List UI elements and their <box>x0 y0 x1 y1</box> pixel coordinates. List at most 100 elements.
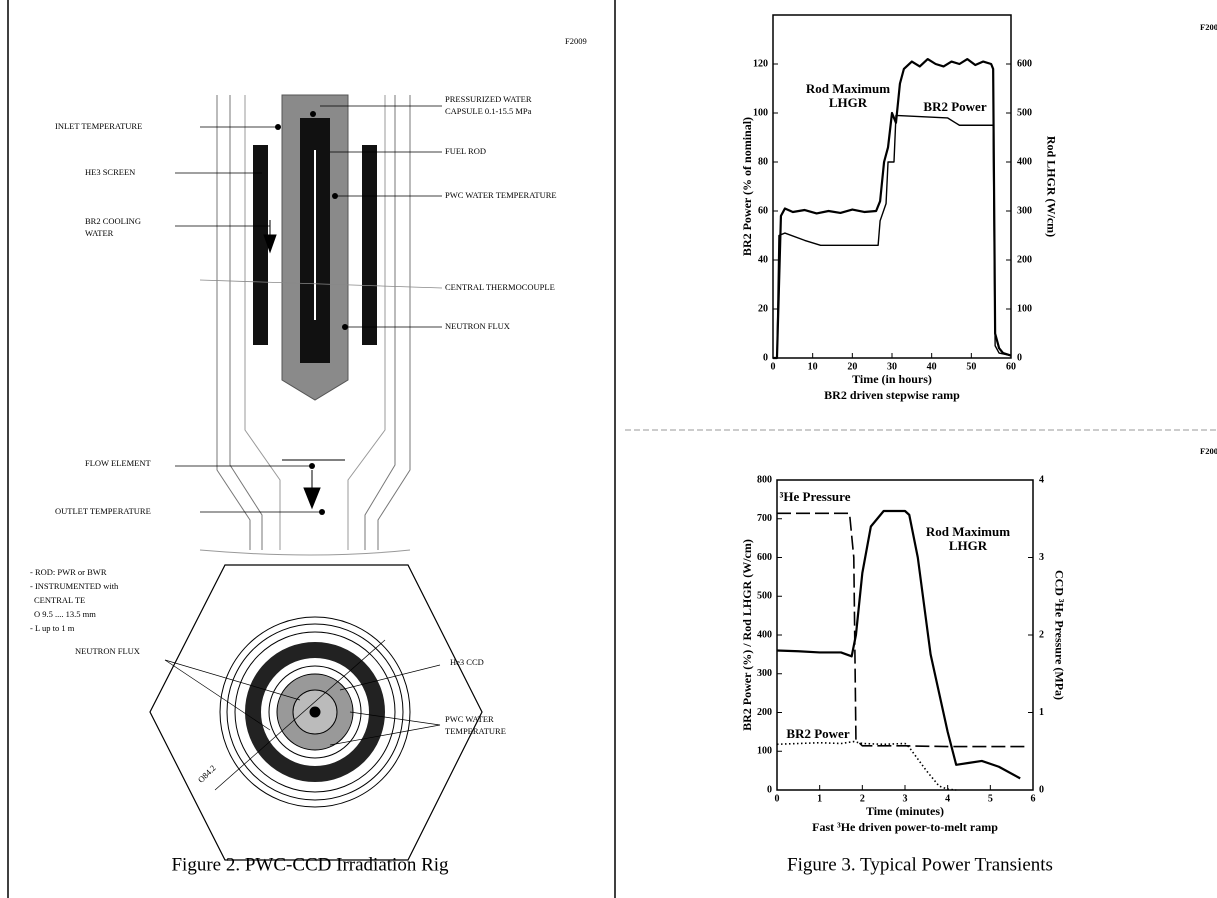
series-label: Rod Maximum LHGR <box>805 81 891 110</box>
y-tick-label: 100 <box>753 107 768 118</box>
note: - L up to 1 m <box>30 623 75 633</box>
y2-tick-label: 600 <box>1017 58 1032 69</box>
label: INLET TEMPERATURE <box>55 121 142 131</box>
y2-tick-label: 4 <box>1039 474 1044 485</box>
sensor-dots <box>275 111 348 515</box>
y2-tick-label: 2 <box>1039 629 1044 640</box>
x-tick-label: 1 <box>817 793 822 804</box>
x-tick-label: 2 <box>860 793 865 804</box>
caption: Figure 2. PWC-CCD Irradiation Rig <box>171 854 449 875</box>
flow-arrow <box>263 220 277 254</box>
section-label: O84.2 <box>196 763 218 785</box>
label: PWC WATER TEMPERATURE <box>445 190 557 200</box>
x-tick-label: 6 <box>1031 793 1036 804</box>
y-tick-label: 0 <box>767 784 772 795</box>
y2-tick-label: 1 <box>1039 707 1044 718</box>
flow-element <box>282 459 345 510</box>
label: PRESSURIZED WATER <box>445 94 532 104</box>
note: O 9.5 .... 13.5 mm <box>34 609 96 619</box>
x-tick-label: 4 <box>945 793 950 804</box>
y-tick-label: 0 <box>763 352 768 363</box>
y2-tick-label: 0 <box>1039 784 1044 795</box>
break-line <box>199 549 411 556</box>
y2-tick-label: 3 <box>1039 552 1044 563</box>
y-tick-label: 200 <box>757 707 772 718</box>
section-rings <box>219 616 411 808</box>
y-tick-label: 100 <box>757 746 772 757</box>
figure-id: F2009 <box>565 36 587 46</box>
leaders <box>175 105 443 513</box>
y-tick-label: 80 <box>758 156 768 167</box>
y2-axis-label: CCD ³He Pressure (MPa) <box>1052 570 1066 700</box>
x-tick-label: 20 <box>847 361 857 372</box>
label: FUEL ROD <box>445 146 486 156</box>
label: CAPSULE 0.1-15.5 MPa <box>445 106 532 116</box>
label: BR2 COOLING <box>85 216 141 226</box>
series-label: BR2 Power <box>923 99 987 114</box>
series-label: ³He Pressure <box>779 489 851 504</box>
y-tick-label: 400 <box>757 629 772 640</box>
label: HE3 SCREEN <box>85 167 135 177</box>
x-tick-label: 60 <box>1006 361 1016 372</box>
series-line <box>773 114 1012 359</box>
y-tick-label: 600 <box>757 552 772 563</box>
screen <box>362 145 377 345</box>
inner-tube <box>244 95 386 550</box>
label: WATER <box>85 228 114 238</box>
caption: Figure 3. Typical Power Transients <box>787 854 1053 875</box>
y2-tick-label: 200 <box>1017 254 1032 265</box>
section-label: TEMPERATURE <box>445 726 506 736</box>
note: - INSTRUMENTED with <box>30 581 119 591</box>
x-tick-label: 40 <box>927 361 937 372</box>
note: - ROD: PWR or BWR <box>30 567 107 577</box>
plot-frame <box>772 14 1012 359</box>
y-axis-label: BR2 Power (%) / Rod LHGR (W/cm) <box>740 539 754 731</box>
y-tick-label: 800 <box>757 474 772 485</box>
x-tick-label: 0 <box>775 793 780 804</box>
y-tick-label: 60 <box>758 205 768 216</box>
y2-tick-label: 100 <box>1017 303 1032 314</box>
x-tick-label: 0 <box>771 361 776 372</box>
x-tick-label: 5 <box>988 793 993 804</box>
chart-caption: BR2 driven stepwise ramp <box>824 388 960 402</box>
x-axis-label: Time (in hours) <box>852 372 932 386</box>
x-tick-label: 3 <box>903 793 908 804</box>
y2-tick-label: 300 <box>1017 205 1032 216</box>
rig-diagram: F2009 PRESSURIZED WATER CAPSULE 0.1-15.5… <box>30 36 587 875</box>
hexagon <box>149 564 483 861</box>
label: NEUTRON FLUX <box>445 321 510 331</box>
section-leaders <box>164 639 441 791</box>
y2-tick-label: 500 <box>1017 107 1032 118</box>
series-line <box>776 509 1021 780</box>
y-tick-label: 300 <box>757 668 772 679</box>
outer-tube <box>216 95 411 550</box>
y-tick-label: 20 <box>758 303 768 314</box>
y2-tick-label: 400 <box>1017 156 1032 167</box>
y2-axis-label: Rod LHGR (W/cm) <box>1044 136 1058 237</box>
section-label: He3 CCD <box>450 657 484 667</box>
note: CENTRAL TE <box>34 595 85 605</box>
series-line <box>773 58 1012 360</box>
y2-tick-label: 0 <box>1017 352 1022 363</box>
x-tick-label: 10 <box>808 361 818 372</box>
y-tick-label: 40 <box>758 254 768 265</box>
series-line <box>777 512 1025 748</box>
series-label: BR2 Power <box>786 726 850 741</box>
x-axis-label: Time (minutes) <box>866 804 944 818</box>
chart-caption: Fast ³He driven power-to-melt ramp <box>812 820 998 834</box>
series-label: Rod Maximum LHGR <box>925 524 1011 553</box>
section-label: NEUTRON FLUX <box>75 646 140 656</box>
label: FLOW ELEMENT <box>85 458 152 468</box>
screen <box>253 145 268 345</box>
x-tick-label: 30 <box>887 361 897 372</box>
label: CENTRAL THERMOCOUPLE <box>445 282 555 292</box>
x-tick-label: 50 <box>966 361 976 372</box>
y-tick-label: 500 <box>757 591 772 602</box>
section-label: PWC WATER <box>445 714 494 724</box>
figure-id: F2007 <box>1200 22 1217 32</box>
label: OUTLET TEMPERATURE <box>55 506 151 516</box>
figure-id: F2008 <box>1200 446 1217 456</box>
series-line <box>776 740 957 791</box>
